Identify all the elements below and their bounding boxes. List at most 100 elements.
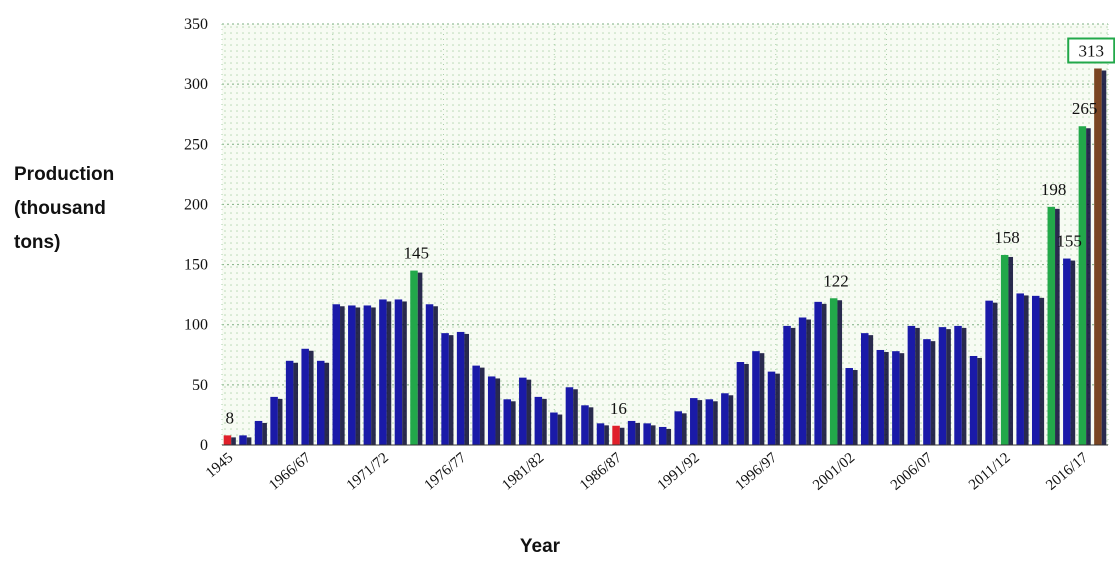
bar-shadow (448, 335, 454, 445)
bar-shadow (277, 398, 283, 445)
bar (254, 420, 263, 445)
x-axis-label: Year (519, 536, 561, 557)
bar-shadow (697, 400, 703, 445)
bar (674, 411, 682, 445)
bar (519, 377, 527, 445)
bar-shadow (681, 413, 687, 445)
bar (1078, 126, 1087, 445)
x-tick-label: 2011/12 (966, 450, 1014, 494)
bar-shadow (557, 414, 563, 445)
bar-shadow (868, 335, 874, 445)
bar-shadow (246, 437, 252, 445)
y-tick-label: 50 (192, 377, 208, 394)
bar-shadow (324, 362, 330, 445)
bar-shadow (340, 306, 345, 445)
bar (861, 333, 869, 445)
data-label: 265 (1072, 99, 1098, 118)
bar-shadow (1086, 128, 1091, 445)
bar (798, 317, 807, 445)
bar (814, 301, 822, 445)
bar-shadow (262, 422, 267, 445)
bar-shadow (650, 425, 656, 445)
bar-shadow (852, 370, 858, 445)
bar (487, 376, 496, 445)
bar (394, 299, 403, 445)
bar-shadow (790, 327, 796, 445)
bar-shadow (775, 373, 780, 445)
bar-shadow (588, 407, 594, 445)
bar (721, 393, 729, 445)
bar-shadow (542, 398, 547, 445)
bar-shadow (930, 341, 936, 445)
bar (829, 298, 838, 445)
bar (348, 305, 356, 445)
x-tick-label: 2006/07 (888, 449, 936, 493)
bar (223, 435, 232, 445)
bar (907, 325, 916, 445)
bar (767, 371, 776, 445)
bar-shadow (635, 422, 640, 445)
data-label: 16 (610, 399, 627, 418)
bar (752, 351, 760, 445)
bar (270, 396, 278, 445)
bar-shadow (806, 319, 811, 445)
bar-shadow (433, 306, 438, 445)
bar (565, 387, 574, 445)
bar-shadow (884, 351, 889, 445)
bar-shadow (728, 395, 734, 445)
bar (316, 360, 325, 445)
y-axis-label: Production (thousand tons) (14, 164, 115, 253)
bar (923, 339, 931, 445)
bar (379, 299, 387, 445)
data-label: 8 (226, 408, 235, 427)
bar-shadow (231, 437, 236, 445)
bar-shadow (744, 364, 749, 445)
bar-shadow (713, 401, 718, 445)
bar (845, 368, 853, 445)
bar-shadow (1023, 295, 1029, 445)
bar-shadow (479, 367, 485, 445)
bar (285, 360, 294, 445)
bar (550, 412, 558, 445)
data-label-box (1067, 37, 1115, 64)
bar (612, 425, 620, 445)
bar-shadow (464, 333, 469, 445)
bar-shadow (1055, 208, 1060, 445)
x-tick-label: 1981/82 (499, 450, 547, 494)
bar (534, 396, 543, 445)
bar-shadow (355, 307, 361, 445)
bar (783, 325, 791, 445)
y-tick-label: 300 (184, 76, 208, 93)
bar (969, 355, 978, 445)
bar (1031, 295, 1040, 445)
bar (1000, 254, 1009, 445)
y-tick-label: 0 (200, 437, 208, 454)
bar (876, 349, 885, 445)
bar (363, 305, 372, 445)
bar-shadow (573, 389, 578, 445)
bar (301, 348, 309, 445)
bar (954, 325, 962, 445)
y-tick-label: 200 (184, 196, 208, 213)
bar (425, 304, 434, 445)
bar-shadow (293, 362, 299, 445)
bar-shadow (604, 425, 609, 445)
bar (1094, 68, 1102, 446)
bar-shadow (946, 329, 951, 445)
bar-shadow (1008, 256, 1014, 445)
bar (410, 270, 418, 445)
bar-shadow (961, 327, 967, 445)
y-tick-label: 100 (184, 317, 208, 334)
bar-shadow (1039, 297, 1045, 445)
bar-shadow (1070, 260, 1076, 445)
bar-shadow (402, 301, 407, 445)
bar-shadow (915, 327, 920, 445)
data-label: 155 (1056, 232, 1082, 251)
bar-shadow (899, 353, 905, 445)
bar (581, 405, 589, 445)
x-tick-label: 1986/87 (577, 449, 625, 493)
bar (332, 304, 341, 445)
data-label: 122 (823, 271, 849, 290)
